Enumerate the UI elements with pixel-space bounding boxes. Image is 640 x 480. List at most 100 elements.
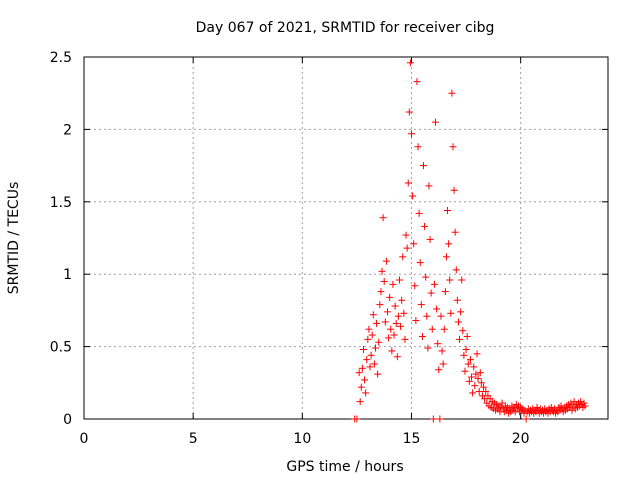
data-point [371,344,379,352]
data-point [380,277,388,285]
data-point [390,331,398,339]
data-layer [351,59,589,423]
data-point [363,356,371,364]
grid-layer [84,57,608,419]
data-point [464,360,472,368]
data-point [356,398,364,406]
data-point [375,338,383,346]
data-point [438,347,446,355]
data-point [353,415,361,423]
data-point [440,325,448,333]
data-point [393,353,401,361]
data-point [482,387,490,395]
data-point [404,179,412,187]
data-point [457,308,465,316]
data-point [459,327,467,335]
data-point [391,302,399,310]
data-point [429,415,437,423]
data-point [401,335,409,343]
y-tick-label: 0.5 [50,340,72,356]
data-point [458,276,466,284]
data-point [397,322,405,330]
data-point [388,347,396,355]
data-point [408,130,415,138]
data-point [359,345,367,353]
data-point [437,312,445,320]
y-tick-label: 0 [63,412,72,428]
data-point [422,273,430,281]
data-point [473,350,481,358]
data-point [416,259,424,267]
data-point [405,108,413,116]
data-point [475,387,483,395]
data-point [533,403,541,411]
data-point [412,317,420,325]
data-point [362,389,370,397]
data-point [448,89,456,97]
data-point [522,415,530,423]
data-point [456,335,464,343]
data-point [379,214,387,222]
x-axis-label: GPS time / hours [286,459,403,475]
data-point [427,289,435,297]
data-point [418,332,426,340]
data-point [394,312,402,320]
y-tick-label: 2.5 [50,50,72,66]
data-point [453,296,461,304]
data-point [417,301,425,309]
data-point [468,373,476,381]
data-point [373,319,381,327]
data-point [449,143,457,151]
chart-title: Day 067 of 2021, SRMTID for receiver cib… [196,20,495,36]
data-point [439,360,447,368]
data-point [357,383,365,391]
data-point [365,325,373,333]
data-point [580,399,588,407]
data-point [460,351,468,359]
data-point [403,244,411,252]
data-point [377,288,385,296]
data-point [392,319,400,327]
data-point [370,360,378,368]
data-point [462,345,470,353]
data-point [472,370,480,378]
data-point [374,370,382,378]
data-point [367,351,375,359]
data-point [441,288,449,296]
data-point [387,325,395,333]
data-point [430,280,438,288]
data-point [378,267,386,275]
data-point [451,228,459,236]
data-point [383,308,391,316]
data-point [474,374,482,382]
data-point [436,415,444,423]
x-tick-label: 20 [512,431,530,447]
data-point [568,406,576,414]
data-point [454,318,462,326]
data-point [547,403,555,411]
data-point [432,118,440,126]
data-point [424,344,432,352]
data-point [452,266,460,274]
data-point [411,282,419,290]
data-point [442,253,450,261]
plot-frame [83,56,609,420]
data-point [450,186,458,194]
data-point [376,301,384,309]
data-point [447,309,455,317]
data-point [425,182,433,190]
data-point [385,334,393,342]
y-tick-label: 1.5 [50,195,72,211]
data-point [426,235,434,243]
data-point [398,296,406,304]
data-point [498,399,506,407]
data-point [361,376,369,384]
data-point [465,377,473,385]
data-point [355,369,363,377]
data-point [445,240,453,248]
data-point [469,389,477,397]
data-point [402,231,410,239]
